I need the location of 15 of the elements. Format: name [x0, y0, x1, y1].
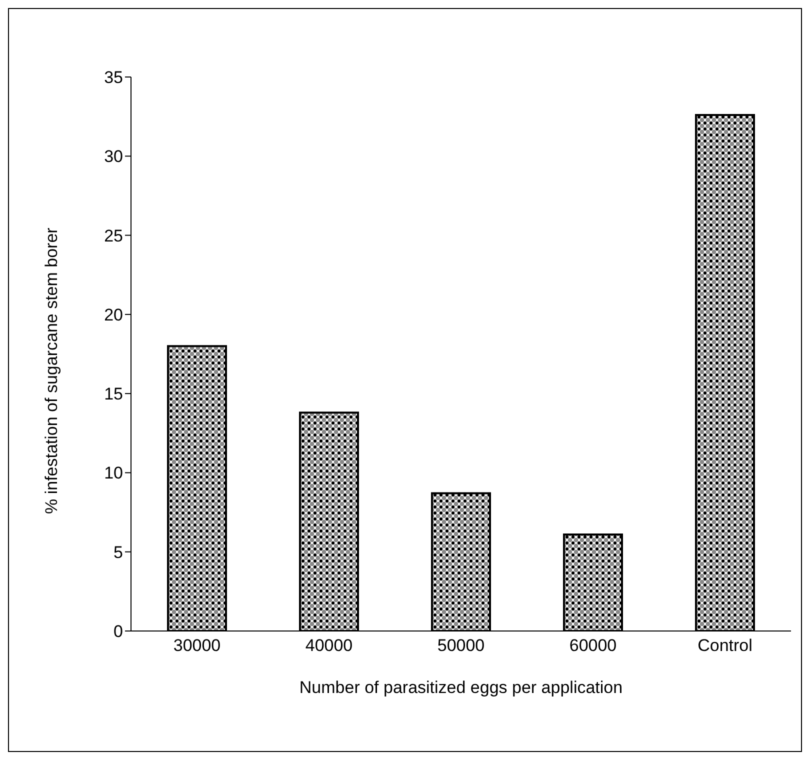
y-tick-label: 35 — [104, 68, 123, 88]
y-tick-label: 5 — [114, 542, 123, 562]
y-axis-title: % infestation of sugarcane stem borer — [42, 227, 62, 514]
y-tick-label: 20 — [104, 305, 123, 324]
y-tick-label: 15 — [104, 384, 123, 404]
x-tick-label: 50000 — [437, 636, 485, 656]
x-tick-label: 60000 — [569, 636, 617, 656]
x-tick-label: Control — [698, 636, 752, 656]
x-tick-label: 40000 — [305, 636, 353, 656]
y-tick-label: 10 — [104, 464, 123, 483]
y-tick-label: 25 — [104, 226, 123, 246]
y-tick-label: 0 — [114, 622, 123, 642]
y-tick-label: 30 — [104, 147, 123, 166]
x-axis-title: Number of parasitized eggs per application — [299, 678, 623, 697]
x-tick-label: 30000 — [173, 636, 221, 656]
